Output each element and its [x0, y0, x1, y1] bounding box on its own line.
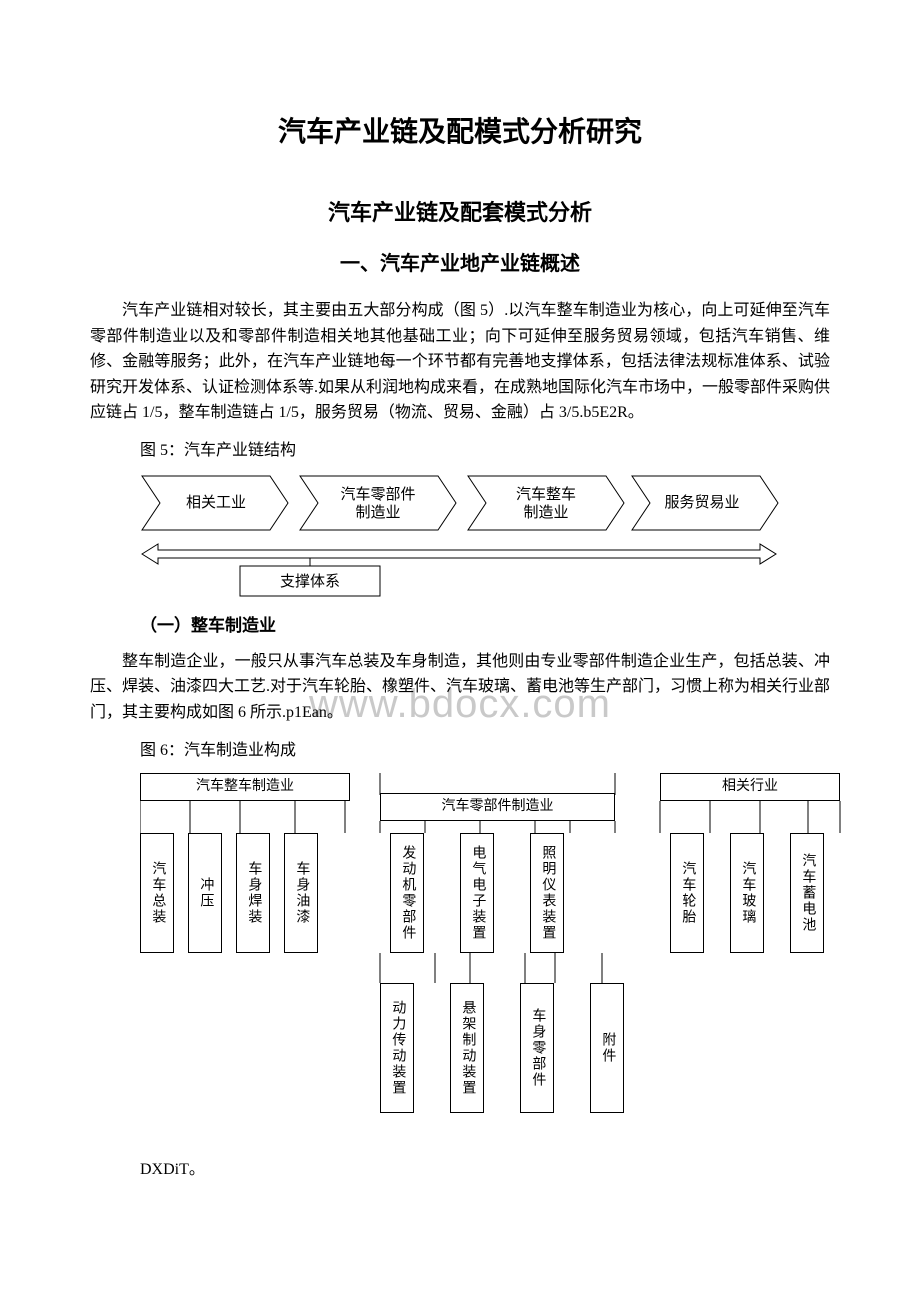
footer-code: DXDiT。	[140, 1157, 830, 1183]
support-arrow: 支撑体系	[140, 542, 780, 598]
fig6-top-mid: 汽车零部件制造业	[380, 793, 615, 821]
paragraph: 整车制造企业，一般只从事汽车总装及车身制造，其他则由专业零部件制造企业生产，包括…	[90, 649, 830, 726]
fig6-left-3: 车身油漆	[284, 833, 318, 953]
paragraph: 汽车产业链相对较长，其主要由五大部分构成（图 5）.以汽车整车制造业为核心，向上…	[90, 298, 830, 426]
fig6-left-0: 汽车总装	[140, 833, 174, 953]
chev-label-0: 相关工业	[186, 494, 246, 511]
fig6-mid2-1: 悬架制动装置	[450, 983, 484, 1113]
fig6-right-1: 汽车玻璃	[730, 833, 764, 953]
fig6-top-right: 相关行业	[660, 773, 840, 801]
fig6-right-2: 汽车蓄电池	[790, 833, 824, 953]
fig6-mid2-0: 动力传动装置	[380, 983, 414, 1113]
figure-6-lines	[140, 773, 860, 1143]
figure-caption: 图 6：汽车制造业构成	[140, 738, 830, 764]
chev-label-2b: 制造业	[523, 504, 568, 521]
support-label: 支撑体系	[280, 573, 340, 590]
subsection-heading: （一）整车制造业	[140, 612, 830, 639]
fig6-right-0: 汽车轮胎	[670, 833, 704, 953]
chev-label-1b: 制造业	[355, 504, 400, 521]
fig6-mid1-0: 发动机零部件	[390, 833, 424, 953]
chev-label-3: 服务贸易业	[664, 494, 739, 511]
chevron-chain: 相关工业 汽车零部件 制造业 汽车整车 制造业 服务贸易业	[140, 474, 780, 532]
fig6-mid2-2: 车身零部件	[520, 983, 554, 1113]
figure-5: 相关工业 汽车零部件 制造业 汽车整车 制造业 服务贸易业 支撑体系	[140, 474, 830, 598]
chev-label-2a: 汽车整车	[516, 486, 576, 503]
figure-caption: 图 5：汽车产业链结构	[140, 438, 830, 464]
fig6-left-2: 车身焊装	[236, 833, 270, 953]
figure-6: 汽车整车制造业 汽车零部件制造业 相关行业 汽车总装 冲压 车身焊装 车身油漆 …	[140, 773, 830, 1143]
fig6-top-left: 汽车整车制造业	[140, 773, 350, 801]
subtitle: 汽车产业链及配套模式分析	[90, 195, 830, 230]
fig6-mid2-3: 附件	[590, 983, 624, 1113]
page-title: 汽车产业链及配模式分析研究	[90, 110, 830, 155]
chev-label-1a: 汽车零部件	[340, 486, 415, 503]
fig6-mid1-1: 电气电子装置	[460, 833, 494, 953]
fig6-left-1: 冲压	[188, 833, 222, 953]
fig6-mid1-2: 照明仪表装置	[530, 833, 564, 953]
section-heading: 一、汽车产业地产业链概述	[90, 248, 830, 280]
